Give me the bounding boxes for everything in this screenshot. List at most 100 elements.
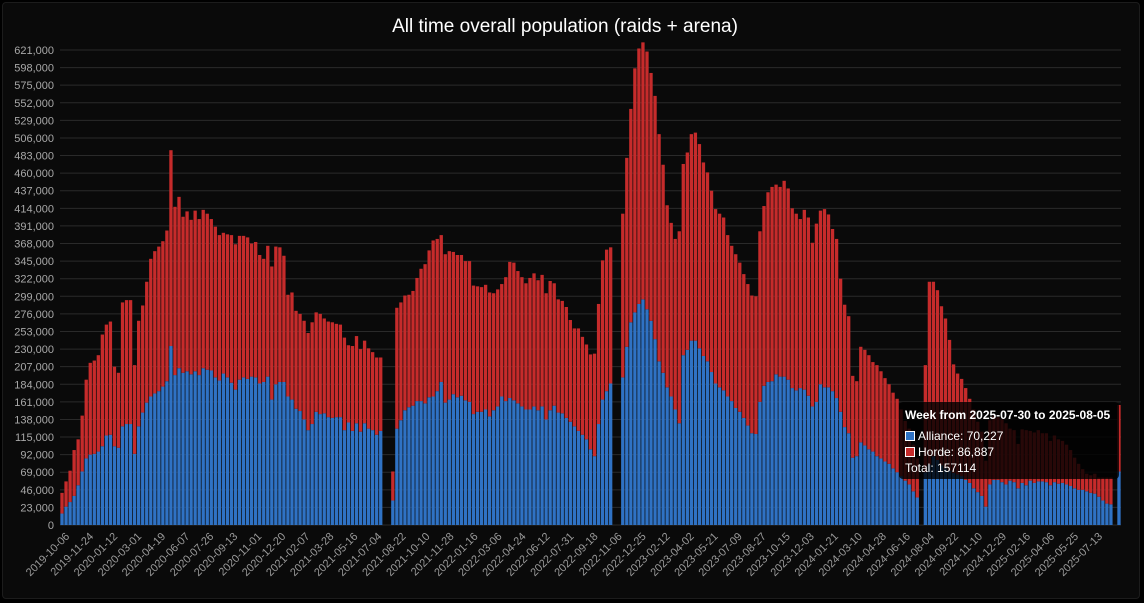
alliance-bar[interactable]	[504, 401, 508, 525]
alliance-bar[interactable]	[552, 405, 556, 525]
alliance-bar[interactable]	[96, 451, 100, 525]
alliance-bar[interactable]	[697, 348, 702, 525]
horde-bar[interactable]	[314, 312, 318, 412]
horde-bar[interactable]	[1105, 477, 1109, 504]
alliance-bar[interactable]	[875, 456, 879, 525]
alliance-bar[interactable]	[318, 414, 322, 525]
horde-bar[interactable]	[734, 254, 738, 408]
alliance-bar[interactable]	[802, 389, 806, 525]
horde-bar[interactable]	[790, 208, 794, 389]
horde-bar[interactable]	[653, 95, 657, 340]
horde-bar[interactable]	[177, 196, 181, 369]
horde-bar[interactable]	[532, 273, 536, 407]
alliance-bar[interactable]	[1032, 482, 1036, 525]
alliance-bar[interactable]	[709, 372, 714, 525]
alliance-bar[interactable]	[72, 495, 76, 525]
horde-bar[interactable]	[403, 295, 407, 411]
horde-bar[interactable]	[185, 211, 189, 372]
alliance-bar[interactable]	[157, 391, 161, 525]
alliance-bar[interactable]	[290, 399, 294, 525]
horde-bar[interactable]	[411, 290, 415, 406]
horde-bar[interactable]	[746, 284, 750, 426]
alliance-bar[interactable]	[350, 430, 355, 525]
alliance-bar[interactable]	[661, 372, 665, 525]
alliance-bar[interactable]	[838, 411, 843, 525]
horde-bar[interactable]	[887, 384, 891, 464]
alliance-bar[interactable]	[915, 497, 919, 525]
horde-bar[interactable]	[375, 357, 379, 435]
horde-bar[interactable]	[822, 209, 827, 388]
alliance-bar[interactable]	[778, 376, 782, 525]
bars[interactable]	[60, 42, 1121, 525]
alliance-bar[interactable]	[943, 468, 948, 525]
alliance-bar[interactable]	[1060, 482, 1065, 525]
alliance-bar[interactable]	[657, 361, 661, 525]
alliance-bar[interactable]	[931, 456, 936, 525]
alliance-bar[interactable]	[76, 485, 80, 525]
alliance-bar[interactable]	[366, 428, 371, 525]
horde-bar[interactable]	[536, 280, 540, 411]
horde-bar[interactable]	[395, 307, 399, 429]
horde-bar[interactable]	[423, 264, 427, 404]
alliance-bar[interactable]	[467, 401, 472, 525]
alliance-bar[interactable]	[649, 320, 653, 525]
alliance-bar[interactable]	[609, 383, 613, 525]
alliance-bar[interactable]	[68, 502, 72, 525]
horde-bar[interactable]	[939, 306, 944, 466]
horde-bar[interactable]	[64, 481, 68, 507]
horde-bar[interactable]	[338, 324, 343, 418]
alliance-bar[interactable]	[1093, 493, 1097, 525]
horde-bar[interactable]	[855, 381, 859, 457]
horde-bar[interactable]	[847, 316, 851, 434]
alliance-bar[interactable]	[459, 395, 464, 525]
horde-bar[interactable]	[742, 274, 746, 418]
horde-bar[interactable]	[693, 132, 698, 341]
alliance-bar[interactable]	[762, 385, 766, 525]
horde-bar[interactable]	[217, 235, 222, 381]
alliance-bar[interactable]	[782, 376, 786, 525]
horde-bar[interactable]	[108, 321, 113, 435]
alliance-bar[interactable]	[185, 371, 189, 525]
alliance-bar[interactable]	[358, 431, 363, 525]
horde-bar[interactable]	[782, 180, 786, 377]
horde-bar[interactable]	[798, 219, 802, 389]
horde-bar[interactable]	[439, 235, 443, 382]
horde-bar[interactable]	[600, 260, 605, 400]
alliance-bar[interactable]	[1036, 481, 1040, 525]
alliance-bar[interactable]	[689, 340, 694, 525]
alliance-bar[interactable]	[532, 406, 536, 525]
alliance-bar[interactable]	[443, 402, 447, 525]
horde-bar[interactable]	[568, 320, 572, 422]
horde-bar[interactable]	[165, 230, 169, 382]
alliance-bar[interactable]	[282, 381, 286, 525]
alliance-bar[interactable]	[116, 447, 121, 525]
alliance-bar[interactable]	[843, 427, 847, 525]
horde-bar[interactable]	[149, 258, 153, 397]
alliance-bar[interactable]	[717, 387, 722, 525]
alliance-bar[interactable]	[584, 439, 589, 525]
horde-bar[interactable]	[443, 254, 447, 403]
horde-bar[interactable]	[701, 162, 706, 356]
horde-bar[interactable]	[1081, 469, 1085, 490]
alliance-bar[interactable]	[213, 377, 217, 525]
alliance-bar[interactable]	[774, 374, 778, 525]
horde-bar[interactable]	[282, 255, 286, 382]
horde-bar[interactable]	[298, 313, 302, 412]
alliance-bar[interactable]	[592, 456, 597, 525]
horde-bar[interactable]	[254, 241, 258, 378]
alliance-bar[interactable]	[887, 463, 891, 525]
alliance-bar[interactable]	[201, 368, 205, 525]
alliance-bar[interactable]	[964, 479, 968, 525]
alliance-bar[interactable]	[859, 442, 863, 525]
horde-bar[interactable]	[584, 344, 589, 440]
alliance-bar[interactable]	[544, 419, 548, 525]
alliance-bar[interactable]	[124, 424, 129, 525]
alliance-bar[interactable]	[193, 371, 197, 525]
alliance-bar[interactable]	[274, 384, 278, 525]
alliance-bar[interactable]	[984, 506, 988, 525]
alliance-bar[interactable]	[128, 424, 133, 525]
alliance-bar[interactable]	[225, 377, 230, 525]
horde-bar[interactable]	[604, 249, 609, 392]
alliance-bar[interactable]	[1052, 482, 1057, 525]
alliance-bar[interactable]	[604, 391, 609, 525]
